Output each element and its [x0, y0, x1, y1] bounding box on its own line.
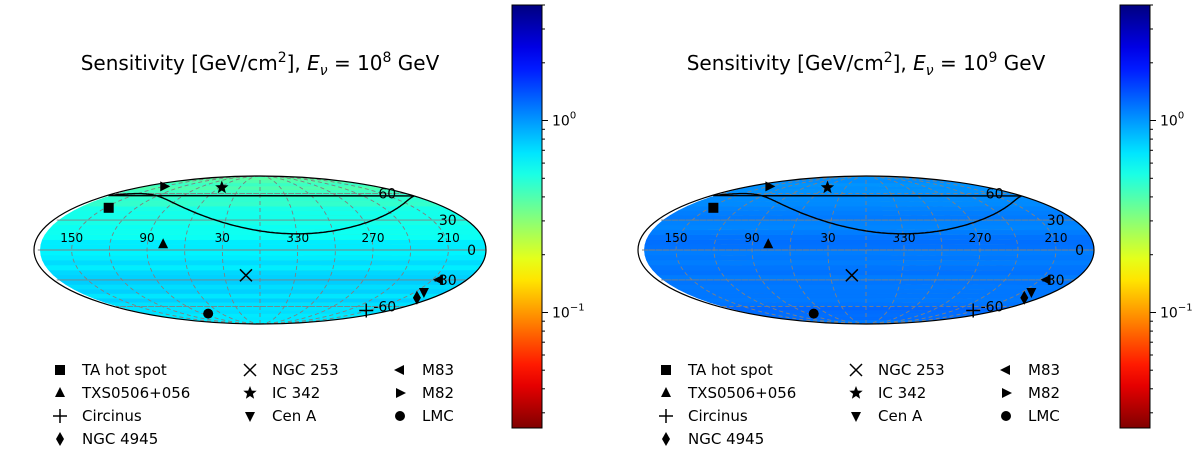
lon-tick-label: 150 — [60, 231, 83, 245]
heatmap-cell — [73, 289, 452, 294]
heatmap-cell — [44, 229, 482, 236]
legend-marker — [396, 388, 406, 398]
legend-marker-diamond — [56, 432, 64, 446]
title-sup: 2 — [278, 50, 287, 66]
legend-marker — [56, 432, 64, 446]
legend-marker — [245, 412, 255, 422]
heatmap-cell — [65, 210, 461, 216]
heatmap-cell — [132, 310, 392, 314]
legend-marker-triangle-up — [55, 387, 65, 397]
lon-tick-label: 90 — [139, 231, 154, 245]
legend-marker-star — [243, 386, 257, 399]
heatmap-cell — [52, 219, 474, 226]
tick-base: 10 — [552, 114, 570, 130]
legend-label: NGC 4945 — [82, 430, 158, 448]
legend-label: NGC 253 — [272, 361, 339, 379]
legend-label: TA hot spot — [81, 361, 167, 379]
heatmap-cell — [148, 313, 375, 318]
legend-marker-circle — [395, 411, 405, 421]
legend-marker-x — [243, 363, 257, 377]
tick-exp: 0 — [570, 111, 576, 122]
heatmap-cell — [82, 293, 443, 299]
title-unit: GeV — [391, 51, 439, 75]
heatmap-cell — [44, 264, 482, 271]
heatmap-cell — [48, 224, 478, 231]
heatmap-cell — [42, 234, 485, 241]
lat-tick-label: 0 — [467, 243, 476, 259]
colorbar-ticks — [542, 4, 548, 414]
legend-label: LMC — [422, 407, 454, 425]
heatmap-cell — [65, 284, 461, 290]
lon-tick-label: 330 — [286, 231, 309, 245]
legend-label: M83 — [422, 361, 454, 379]
lat-tick-label: -60 — [373, 299, 396, 315]
legend-label: Circinus — [82, 407, 142, 425]
heatmap-cell — [52, 274, 474, 281]
colorbar-gradient — [511, 4, 543, 429]
legend-label: IC 342 — [272, 384, 320, 402]
legend-marker — [395, 411, 405, 421]
colorbar-tick-label: 10−1 — [552, 303, 585, 322]
source-marker-lmc — [203, 308, 214, 319]
title-eq: = 10 — [328, 51, 383, 75]
legend-label: Cen A — [272, 407, 317, 425]
title-nu: ν — [320, 63, 328, 79]
tick-base: 10 — [552, 306, 570, 322]
legend-marker-triangle-down — [245, 412, 255, 422]
legend-marker — [243, 363, 257, 377]
title-mid: ], — [287, 51, 308, 75]
title-exp: 8 — [383, 50, 392, 66]
lat-tick-label: 30 — [439, 213, 457, 229]
legend-marker — [394, 365, 404, 375]
legend-label: M82 — [422, 384, 454, 402]
legend-marker — [53, 409, 67, 423]
lon-tick-label: 30 — [215, 231, 230, 245]
lon-tick-label: 270 — [362, 231, 385, 245]
legend-marker-square — [55, 365, 65, 375]
panel-title: Sensitivity [GeV/cm2], Eν = 108 GeV — [81, 50, 440, 79]
heatmap-cell — [40, 244, 486, 251]
legend-marker-triangle-left — [394, 365, 404, 375]
heatmap-cell — [117, 306, 407, 311]
legend-marker — [55, 365, 65, 375]
heatmap-cell — [58, 279, 468, 285]
legend-marker — [55, 387, 65, 397]
legend-marker — [243, 386, 257, 399]
title-E: E — [307, 51, 320, 75]
legend-label: TXS0506+056 — [81, 384, 190, 402]
lon-tick-label: 210 — [437, 231, 460, 245]
legend-marker-triangle-right — [396, 388, 406, 398]
legend-marker-plus — [53, 409, 67, 423]
heatmap-cell — [132, 186, 392, 190]
heatmap-cell — [48, 269, 478, 276]
heatmap-cell — [40, 239, 486, 246]
heatmap-cell — [42, 259, 485, 266]
heatmap-cell — [40, 254, 486, 261]
heatmap-cell — [40, 249, 486, 256]
heatmap-cell — [58, 215, 468, 221]
title-prefix: Sensitivity [GeV/cm — [81, 51, 278, 75]
legend-1: TA hot spot NGC 253 M83 TXS0506+056 IC 342 M8… — [53, 361, 454, 448]
lat-tick-label: 60 — [378, 187, 396, 203]
source-marker-ta-hot-spot — [103, 202, 114, 213]
tick-exp: −1 — [570, 303, 585, 314]
colorbar-tick-label: 100 — [552, 111, 576, 130]
